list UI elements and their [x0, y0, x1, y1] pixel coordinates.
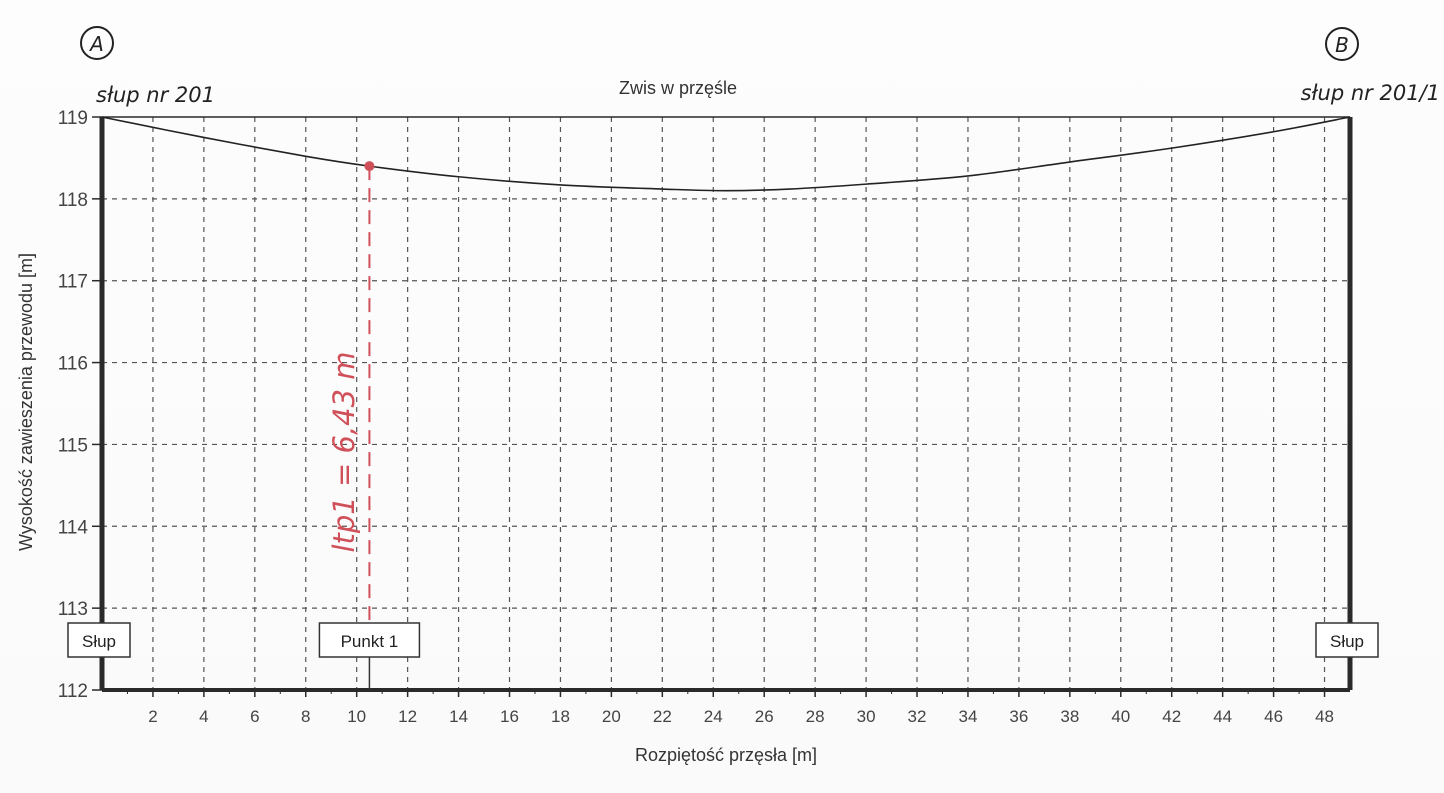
series-layer — [101, 116, 1351, 192]
x-tick-label: 30 — [857, 707, 876, 726]
y-tick-label: 114 — [58, 517, 89, 538]
y-tick-label: 115 — [58, 435, 88, 456]
pole-a-marker: A — [80, 26, 114, 60]
x-tick-label: 6 — [250, 707, 259, 726]
x-tick-label: 42 — [1162, 707, 1181, 726]
x-tick-label: 24 — [704, 707, 723, 726]
marker-box — [67, 622, 131, 658]
x-tick-label: 32 — [908, 707, 927, 726]
pole-b-circle — [1325, 27, 1359, 61]
y-axis-label: Wysokość zawieszenia przewodu [m] — [16, 253, 36, 551]
chart-title: Zwis w przęśle — [619, 78, 737, 98]
right-pole-name: słup nr 201/1 — [1301, 81, 1440, 105]
marker-label: Słup — [82, 632, 116, 651]
x-tick-label: 8 — [301, 707, 310, 726]
x-tick-label: 12 — [398, 707, 417, 726]
x-axis-label: Rozpiętość przęsła [m] — [635, 745, 817, 765]
x-tick-label: 20 — [602, 707, 621, 726]
y-tick-label: 117 — [58, 272, 88, 293]
point-1-dot — [364, 161, 375, 172]
x-tick-label: 26 — [755, 707, 774, 726]
marker-box — [1315, 622, 1379, 658]
y-tick-label: 113 — [58, 599, 88, 620]
x-tick-label: 16 — [500, 707, 519, 726]
pole-a-circle — [80, 26, 114, 60]
pole-a-letter: A — [88, 32, 104, 56]
axes: 2 4 6 8 10 12 14 16 18 20 22 24 26 28 30 32 34 36 38 40 42 44… — [58, 108, 1334, 726]
x-tick-label: 28 — [806, 707, 825, 726]
grid-lines — [102, 117, 1350, 690]
pole-b-marker: B — [1325, 27, 1359, 61]
x-tick-label: 36 — [1009, 707, 1028, 726]
y-tick-label: 119 — [58, 108, 88, 129]
y-tick-label: 118 — [58, 190, 88, 211]
x-tick-label: 46 — [1264, 707, 1283, 726]
handwritten-annotations: ltp1 = 6,43 m — [327, 161, 375, 623]
left-pole-name: słup nr 201 — [96, 83, 215, 107]
marker-layer: Słup Punkt 1 Słup — [67, 622, 1379, 690]
x-tick-label: 2 — [148, 707, 157, 726]
marker-słup: Słup — [1315, 622, 1379, 658]
x-tick-label: 18 — [551, 707, 570, 726]
point-height-note: ltp1 = 6,43 m — [327, 351, 361, 552]
x-tick-label: 22 — [653, 707, 672, 726]
marker-punkt-1: Punkt 1 — [318, 622, 421, 690]
x-tick-label: 14 — [449, 707, 468, 726]
marker-box — [318, 622, 421, 658]
marker-label: Słup — [1330, 632, 1364, 651]
x-tick-label: 38 — [1060, 707, 1079, 726]
marker-label: Punkt 1 — [341, 632, 399, 651]
marker-słup: Słup — [67, 622, 131, 658]
plot-frame — [99, 116, 1353, 692]
x-tick-label: 40 — [1111, 707, 1130, 726]
x-tick-label: 44 — [1213, 707, 1232, 726]
x-tick-label: 48 — [1315, 707, 1334, 726]
x-tick-label: 4 — [199, 707, 208, 726]
x-tick-label: 34 — [958, 707, 977, 726]
pole-b-letter: B — [1335, 33, 1349, 57]
x-tick-label: 10 — [347, 707, 366, 726]
sag-curve — [101, 116, 1351, 192]
y-tick-label: 112 — [58, 681, 88, 702]
y-tick-label: 116 — [58, 354, 88, 375]
